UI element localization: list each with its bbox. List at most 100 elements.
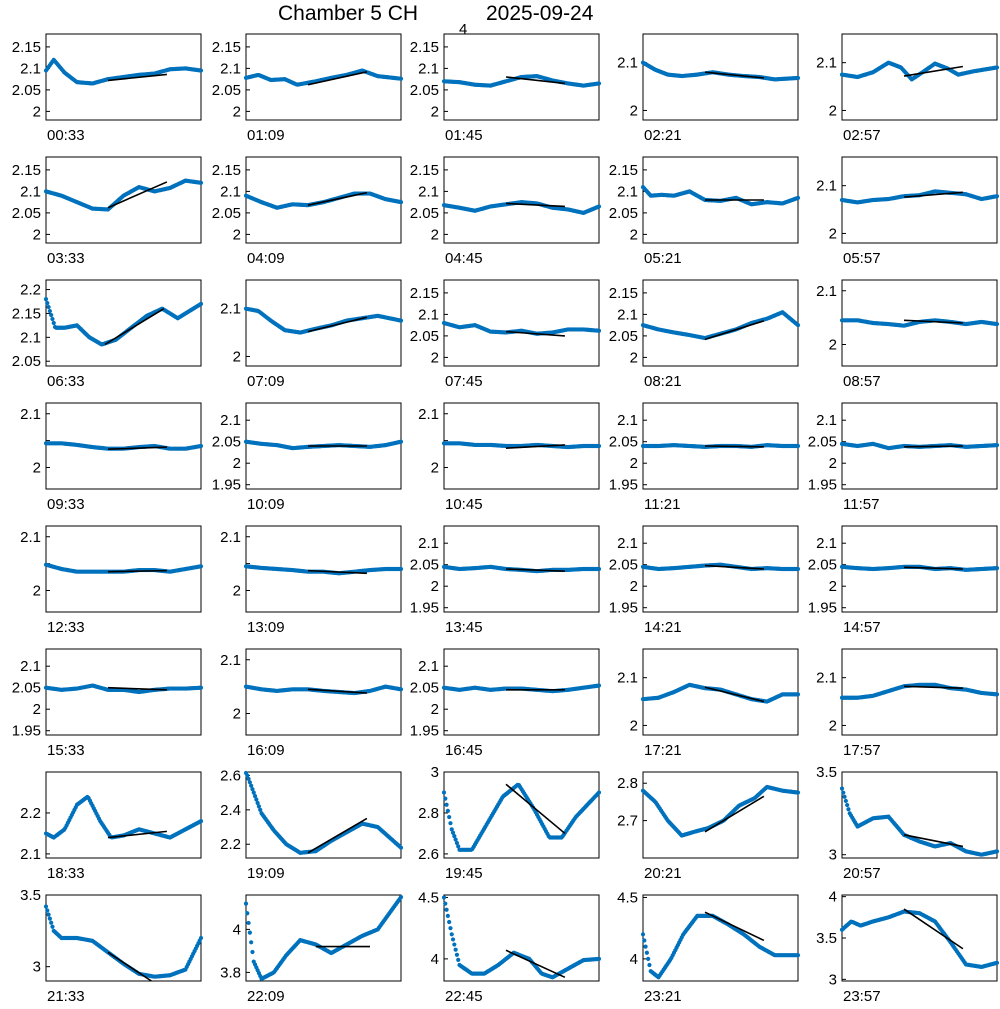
data-point: [398, 318, 404, 323]
data-point: [994, 194, 1000, 199]
panel-1833: 2.12.218:33: [20, 771, 204, 882]
panel-0633: 2.052.12.152.206:33: [12, 279, 204, 390]
panel-0709: 22.107:09: [220, 279, 404, 390]
data-point: [198, 180, 204, 185]
data-point: [43, 297, 49, 302]
fit-line: [903, 65, 964, 77]
panel-time-label: 04:45: [445, 250, 483, 267]
y-tick-label: 2.1: [816, 670, 837, 687]
y-tick-label: 2.1: [20, 529, 41, 546]
y-tick-label: 2.15: [12, 162, 41, 179]
fit-line: [104, 307, 165, 346]
data-point: [647, 962, 652, 968]
data-point: [243, 901, 249, 906]
data-point: [646, 956, 651, 961]
y-tick-label: 2: [829, 337, 837, 354]
y-tick-label: 2.1: [418, 406, 439, 423]
data-point: [994, 321, 1000, 327]
y-tick-label: 2.6: [220, 767, 241, 784]
data-point: [45, 908, 50, 913]
y-tick-label: 2: [630, 717, 638, 734]
y-tick-label: 2.1: [816, 178, 837, 195]
data-point: [198, 301, 204, 306]
panel-time-label: 17:21: [644, 742, 682, 759]
data-point: [45, 300, 50, 306]
panel-time-label: 06:33: [47, 373, 85, 390]
y-tick-label: 2.1: [617, 535, 638, 552]
panel-time-label: 10:45: [445, 496, 483, 513]
y-tick-label: 2.15: [410, 285, 439, 302]
panel-time-label: 00:33: [47, 127, 85, 144]
data-point: [441, 895, 447, 900]
data-point: [795, 195, 801, 200]
y-tick-label: 1.95: [410, 723, 439, 740]
panel-0857: 22.108:57: [816, 279, 1000, 390]
data-point: [456, 957, 461, 963]
data-point: [398, 687, 404, 692]
panel-time-label: 02:21: [644, 127, 682, 144]
y-tick-label: 2.1: [220, 183, 241, 200]
panel-time-label: 01:45: [445, 127, 483, 144]
y-tick-label: 1.95: [12, 723, 41, 740]
y-tick-label: 2.2: [20, 282, 41, 299]
y-tick-label: 2: [829, 102, 837, 119]
data-point: [448, 821, 453, 826]
y-tick-label: 2.05: [808, 434, 837, 451]
data-point: [994, 566, 1000, 571]
y-tick-label: 2.1: [617, 670, 638, 687]
data-point: [596, 328, 602, 333]
y-tick-label: 2.1: [20, 60, 41, 77]
y-tick-label: 2.1: [617, 55, 638, 72]
panel-frame: [642, 279, 799, 367]
y-tick-label: 2: [33, 460, 41, 477]
fit-line: [903, 445, 963, 448]
data-point: [596, 443, 602, 449]
y-tick-label: 2.05: [12, 353, 41, 370]
y-tick-label: 2: [630, 455, 638, 472]
fit-line: [704, 71, 764, 79]
data-point: [846, 807, 851, 812]
data-point: [596, 683, 602, 688]
data-point: [51, 320, 56, 326]
data-point: [843, 798, 848, 804]
y-tick-label: 2.8: [418, 805, 439, 822]
data-point: [994, 692, 1000, 697]
data-point: [449, 932, 454, 937]
panel-time-label: 16:45: [445, 742, 483, 759]
panel-time-label: 16:09: [247, 742, 285, 759]
data-point: [398, 76, 404, 81]
data-point: [795, 790, 801, 795]
y-tick-label: 2: [233, 706, 241, 723]
panel-time-label: 21:33: [47, 988, 85, 1005]
panel-time-label: 02:57: [843, 127, 881, 144]
y-tick-label: 2: [233, 455, 241, 472]
panel-1309: 22.113:09: [220, 525, 404, 636]
panel-2321: 44.523:21: [617, 889, 801, 1005]
data-point: [50, 924, 55, 929]
y-tick-label: 2.2: [20, 805, 41, 822]
data-point: [453, 947, 458, 952]
panel-frame: [443, 279, 600, 367]
panel-frame: [443, 648, 600, 736]
y-tick-label: 3: [829, 847, 837, 864]
y-tick-label: 2: [233, 348, 241, 365]
panel-time-label: 13:45: [445, 619, 483, 636]
panel-frame: [245, 279, 402, 367]
data-point: [640, 932, 646, 937]
y-tick-label: 2.1: [220, 529, 241, 546]
panel-time-label: 05:21: [644, 250, 682, 267]
y-tick-label: 1.95: [808, 600, 837, 617]
y-tick-label: 2: [630, 102, 638, 119]
y-tick-label: 2.05: [609, 557, 638, 574]
y-tick-label: 3.5: [20, 887, 41, 904]
panel-time-label: 08:21: [644, 373, 682, 390]
y-tick-label: 2.1: [20, 658, 41, 675]
panel-time-label: 18:33: [47, 865, 85, 882]
data-point: [250, 949, 255, 955]
